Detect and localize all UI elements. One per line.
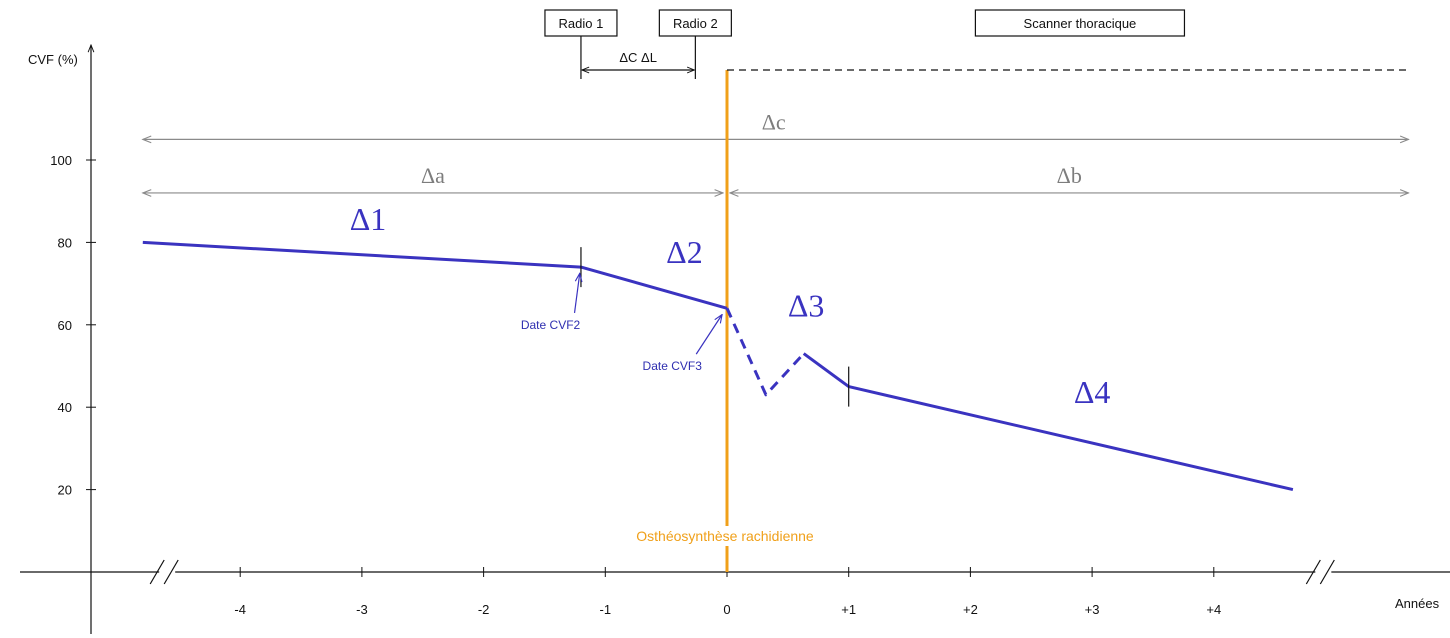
cvf-series	[142, 240, 1294, 492]
axis-break-1	[1305, 559, 1335, 585]
x-tick-label-3: -1	[600, 602, 612, 617]
imaging-box-1: Radio 2	[658, 9, 732, 37]
period-label-1: Δa	[421, 163, 445, 188]
segment-label-3: Δ3	[788, 288, 825, 324]
imaging-box-0: Radio 1	[544, 9, 618, 37]
axis-break-0	[149, 559, 179, 585]
segment-label-1: Δ1	[350, 201, 387, 237]
x-tick-label-1: -3	[356, 602, 368, 617]
y-tick-label-3: 80	[58, 235, 72, 250]
x-tick-label-7: +3	[1085, 602, 1100, 617]
period-label-2: Δb	[1057, 163, 1082, 188]
date-label-1: Date CVF3	[643, 359, 703, 373]
date-arrow-0	[573, 273, 580, 313]
surgery-event: Osthéosynthèse rachidienne	[603, 70, 851, 572]
imaging-label-0: Radio 1	[559, 16, 604, 31]
radio-interval-label: ΔC ΔL	[619, 50, 657, 65]
imaging-label-1: Radio 2	[673, 16, 718, 31]
surgery-label: Osthéosynthèse rachidienne	[636, 528, 814, 544]
imaging-label-2: Scanner thoracique	[1024, 16, 1137, 31]
y-tick-label-4: 100	[50, 153, 72, 168]
imaging-box-2: Scanner thoracique	[974, 9, 1186, 37]
x-axis-label: Années	[1395, 596, 1440, 611]
cvf-segment-0	[142, 240, 728, 310]
y-axis-label: CVF (%)	[28, 52, 78, 67]
x-tick-label-0: -4	[234, 602, 246, 617]
x-tick-label-4: 0	[723, 602, 730, 617]
x-tick-label-5: +1	[841, 602, 856, 617]
segment-label-2: Δ2	[666, 234, 703, 270]
date-label-0: Date CVF2	[521, 318, 581, 332]
y-tick-label-0: 20	[58, 483, 72, 498]
segment-label-4: Δ4	[1074, 374, 1111, 410]
axes: CVF (%) Années -4 -3 -2 -1 0 +1 +2 +3 +4 20 40 60 80 10…	[20, 45, 1450, 634]
x-tick-label-2: -2	[478, 602, 490, 617]
x-tick-label-6: +2	[963, 602, 978, 617]
annotations: Δ1 Δ2 Δ3 Δ4 Date CVF2 Date CVF3	[350, 201, 1111, 410]
y-tick-label-2: 60	[58, 318, 72, 333]
x-tick-label-8: +4	[1206, 602, 1221, 617]
y-tick-label-1: 40	[58, 400, 72, 415]
period-arrows: Δc Δa Δb	[143, 109, 1409, 193]
cvf-segment-1	[725, 307, 805, 397]
date-arrow-1	[695, 315, 722, 355]
period-label-0: Δc	[762, 109, 786, 134]
imaging-timeline: Radio 1 Radio 2 Scanner thoracique ΔC ΔL	[544, 9, 1409, 79]
cvf-segment-2	[802, 352, 1294, 492]
